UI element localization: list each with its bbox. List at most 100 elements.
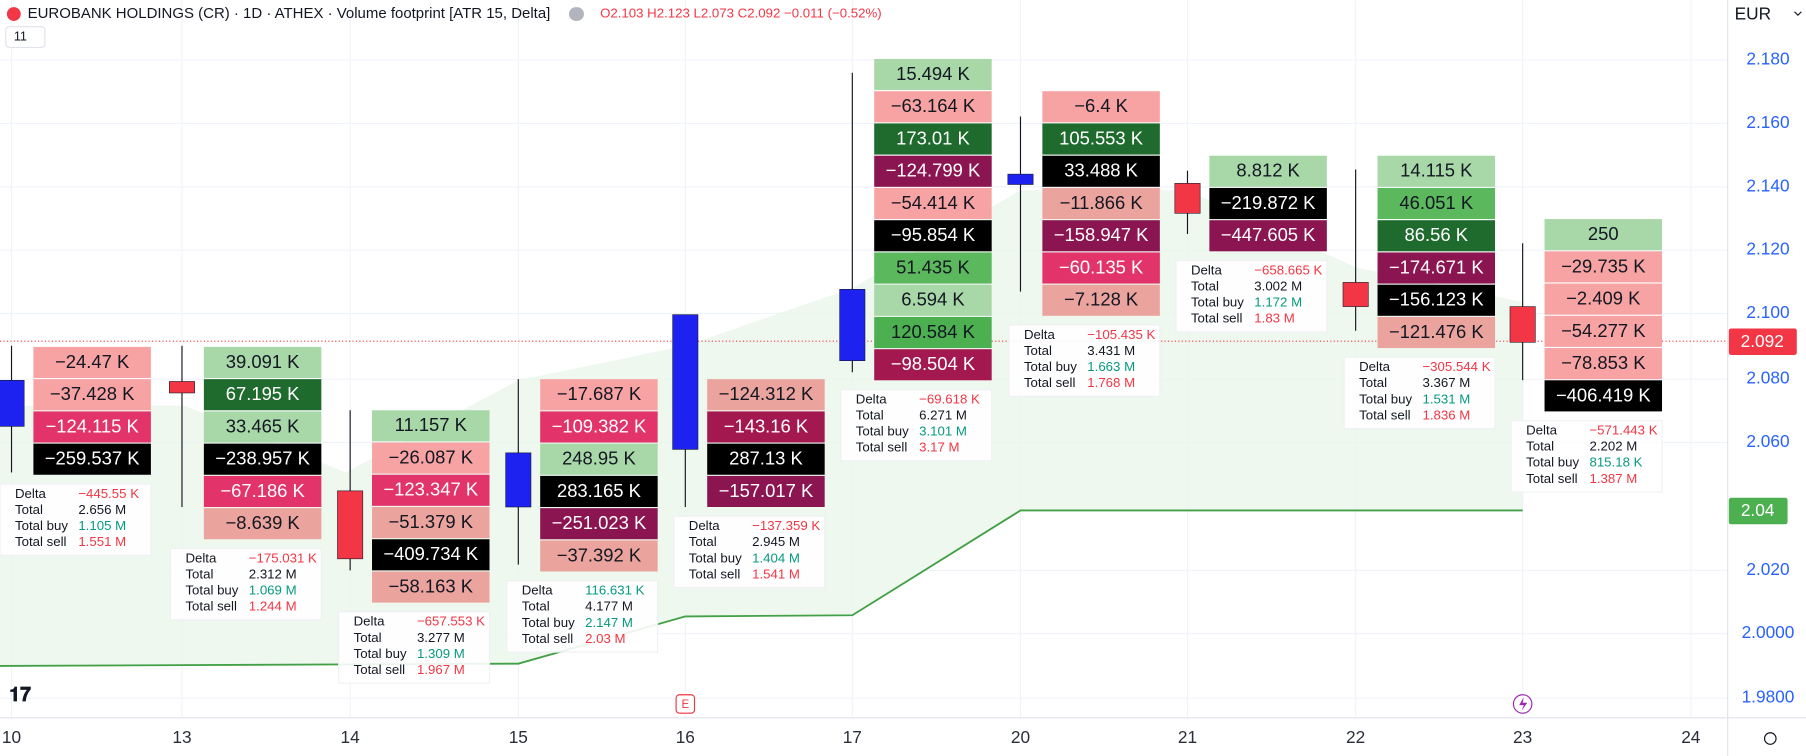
date-label: 20	[1011, 727, 1030, 747]
stat-value: 3.277 M	[417, 630, 465, 645]
currency[interactable]: EUR	[1735, 4, 1771, 24]
footprint-cell	[540, 508, 658, 540]
candle-body	[839, 289, 866, 362]
cell-value: −219.872 K	[1221, 192, 1316, 213]
footprint-cell	[707, 475, 825, 507]
stat-value: 1.172 M	[1254, 295, 1302, 310]
footprint-cell	[33, 411, 151, 443]
cell-value: −409.734 K	[383, 543, 478, 564]
cell-value: −26.087 K	[389, 446, 474, 467]
badge-box[interactable]	[5, 26, 46, 49]
footprint-cell	[1377, 316, 1496, 349]
stat-label: Total sell	[185, 599, 237, 614]
stat-value: −305.544 K	[1422, 359, 1490, 374]
candle-body	[1007, 173, 1034, 185]
cell-value: −37.392 K	[557, 544, 642, 565]
footprint-cell	[1377, 155, 1496, 187]
cell-value: 15.494 K	[896, 63, 970, 84]
cell-value: 46.051 K	[1399, 192, 1473, 213]
footprint-cell	[372, 571, 490, 603]
symbol-title[interactable]: EUROBANK HOLDINGS (CR) · 1D · ATHEX · Vo…	[28, 5, 551, 22]
stat-label: Total sell	[354, 662, 406, 677]
cell-value: −406.419 K	[1556, 384, 1651, 405]
stat-label: Total sell	[1191, 311, 1243, 326]
stats-box	[1343, 356, 1496, 430]
stat-label: Delta	[185, 550, 217, 565]
stat-label: Total	[354, 630, 382, 645]
stat-label: Total buy	[354, 646, 407, 661]
stat-label: Total buy	[522, 615, 575, 630]
cell-value: −124.799 K	[886, 160, 981, 181]
footprint-cell	[1209, 187, 1327, 220]
price-label: 2.100	[1746, 302, 1789, 322]
footprint-cell	[540, 443, 658, 475]
cell-value: −11.866 K	[1060, 192, 1144, 213]
cell-value: 14.115 K	[1400, 160, 1473, 181]
stat-value: 1.069 M	[249, 583, 297, 598]
earnings-marker[interactable]: E	[681, 699, 689, 711]
footprint-cell	[33, 346, 151, 378]
footprint-cell	[707, 379, 825, 411]
stat-label: Total	[856, 408, 884, 423]
stat-label: Total	[689, 534, 717, 549]
footprint-cell	[203, 508, 322, 540]
price-label: 2.140	[1746, 175, 1789, 195]
footprint-cell	[203, 475, 322, 507]
stats-box	[1008, 324, 1161, 398]
price-label: 2.0000	[1742, 622, 1795, 642]
cell-value: 8.812 K	[1236, 160, 1300, 181]
cell-value: −29.735 K	[1561, 255, 1646, 276]
stats-box	[169, 547, 322, 621]
collapse-button[interactable]	[568, 7, 584, 21]
dividend-icon	[1519, 697, 1528, 711]
stat-value: 3.367 M	[1422, 375, 1470, 390]
cell-value: −60.135 K	[1059, 256, 1144, 277]
stat-value: −175.031 K	[249, 550, 317, 565]
footprint-cell	[1377, 252, 1496, 284]
stat-value: −571.443 K	[1589, 422, 1657, 437]
stat-label: Total buy	[1024, 359, 1077, 374]
stat-label: Total buy	[689, 550, 742, 565]
footprint-cell	[1544, 348, 1663, 380]
footprint-cell	[874, 220, 992, 252]
cell-value: 11.157 K	[395, 414, 468, 435]
cell-value: −67.186 K	[220, 480, 305, 501]
stat-value: 2.945 M	[752, 534, 800, 549]
stats-box	[338, 611, 491, 684]
cell-value: −37.428 K	[50, 383, 135, 404]
stat-value: 1.404 M	[752, 550, 800, 565]
cell-value: −124.312 K	[719, 383, 814, 404]
price-label: 2.180	[1746, 49, 1789, 69]
ohlc: O2.103 H2.123 L2.073 C2.092 −0.011 (−0.5…	[600, 6, 882, 21]
footprint-cell	[874, 155, 992, 187]
candle-body	[1342, 282, 1369, 307]
stat-label: Total sell	[856, 440, 908, 455]
footprint-cell	[1042, 284, 1160, 316]
stat-label: Total buy	[1359, 391, 1412, 406]
footprint-cell	[1042, 91, 1160, 123]
footprint-cell	[540, 540, 658, 572]
stat-label: Total buy	[856, 424, 909, 439]
stat-value: 1.387 M	[1589, 471, 1637, 486]
last-price: 2.092	[1741, 331, 1784, 351]
stats-box	[0, 483, 152, 556]
stat-label: Total sell	[1359, 408, 1411, 423]
cell-value: −156.123 K	[1389, 289, 1484, 310]
cell-value: −54.414 K	[891, 192, 976, 213]
footprint-cell	[203, 443, 322, 475]
stat-value: 1.105 M	[78, 518, 126, 533]
footprint-cell	[1377, 187, 1496, 220]
stat-label: Delta	[856, 391, 888, 406]
date-label: 14	[341, 727, 361, 747]
settings-icon[interactable]	[1763, 732, 1777, 745]
cell-value: 283.165 K	[557, 480, 642, 501]
stat-value: 1.836 M	[1422, 408, 1470, 423]
stat-value: −137.359 K	[752, 518, 820, 533]
last-price-tag	[1728, 328, 1797, 355]
footprint-cell	[540, 379, 658, 411]
badge[interactable]: 11	[14, 29, 27, 43]
earnings-marker-box[interactable]	[675, 694, 696, 714]
footprint-cell	[707, 411, 825, 443]
stat-value: 3.431 M	[1087, 343, 1135, 358]
